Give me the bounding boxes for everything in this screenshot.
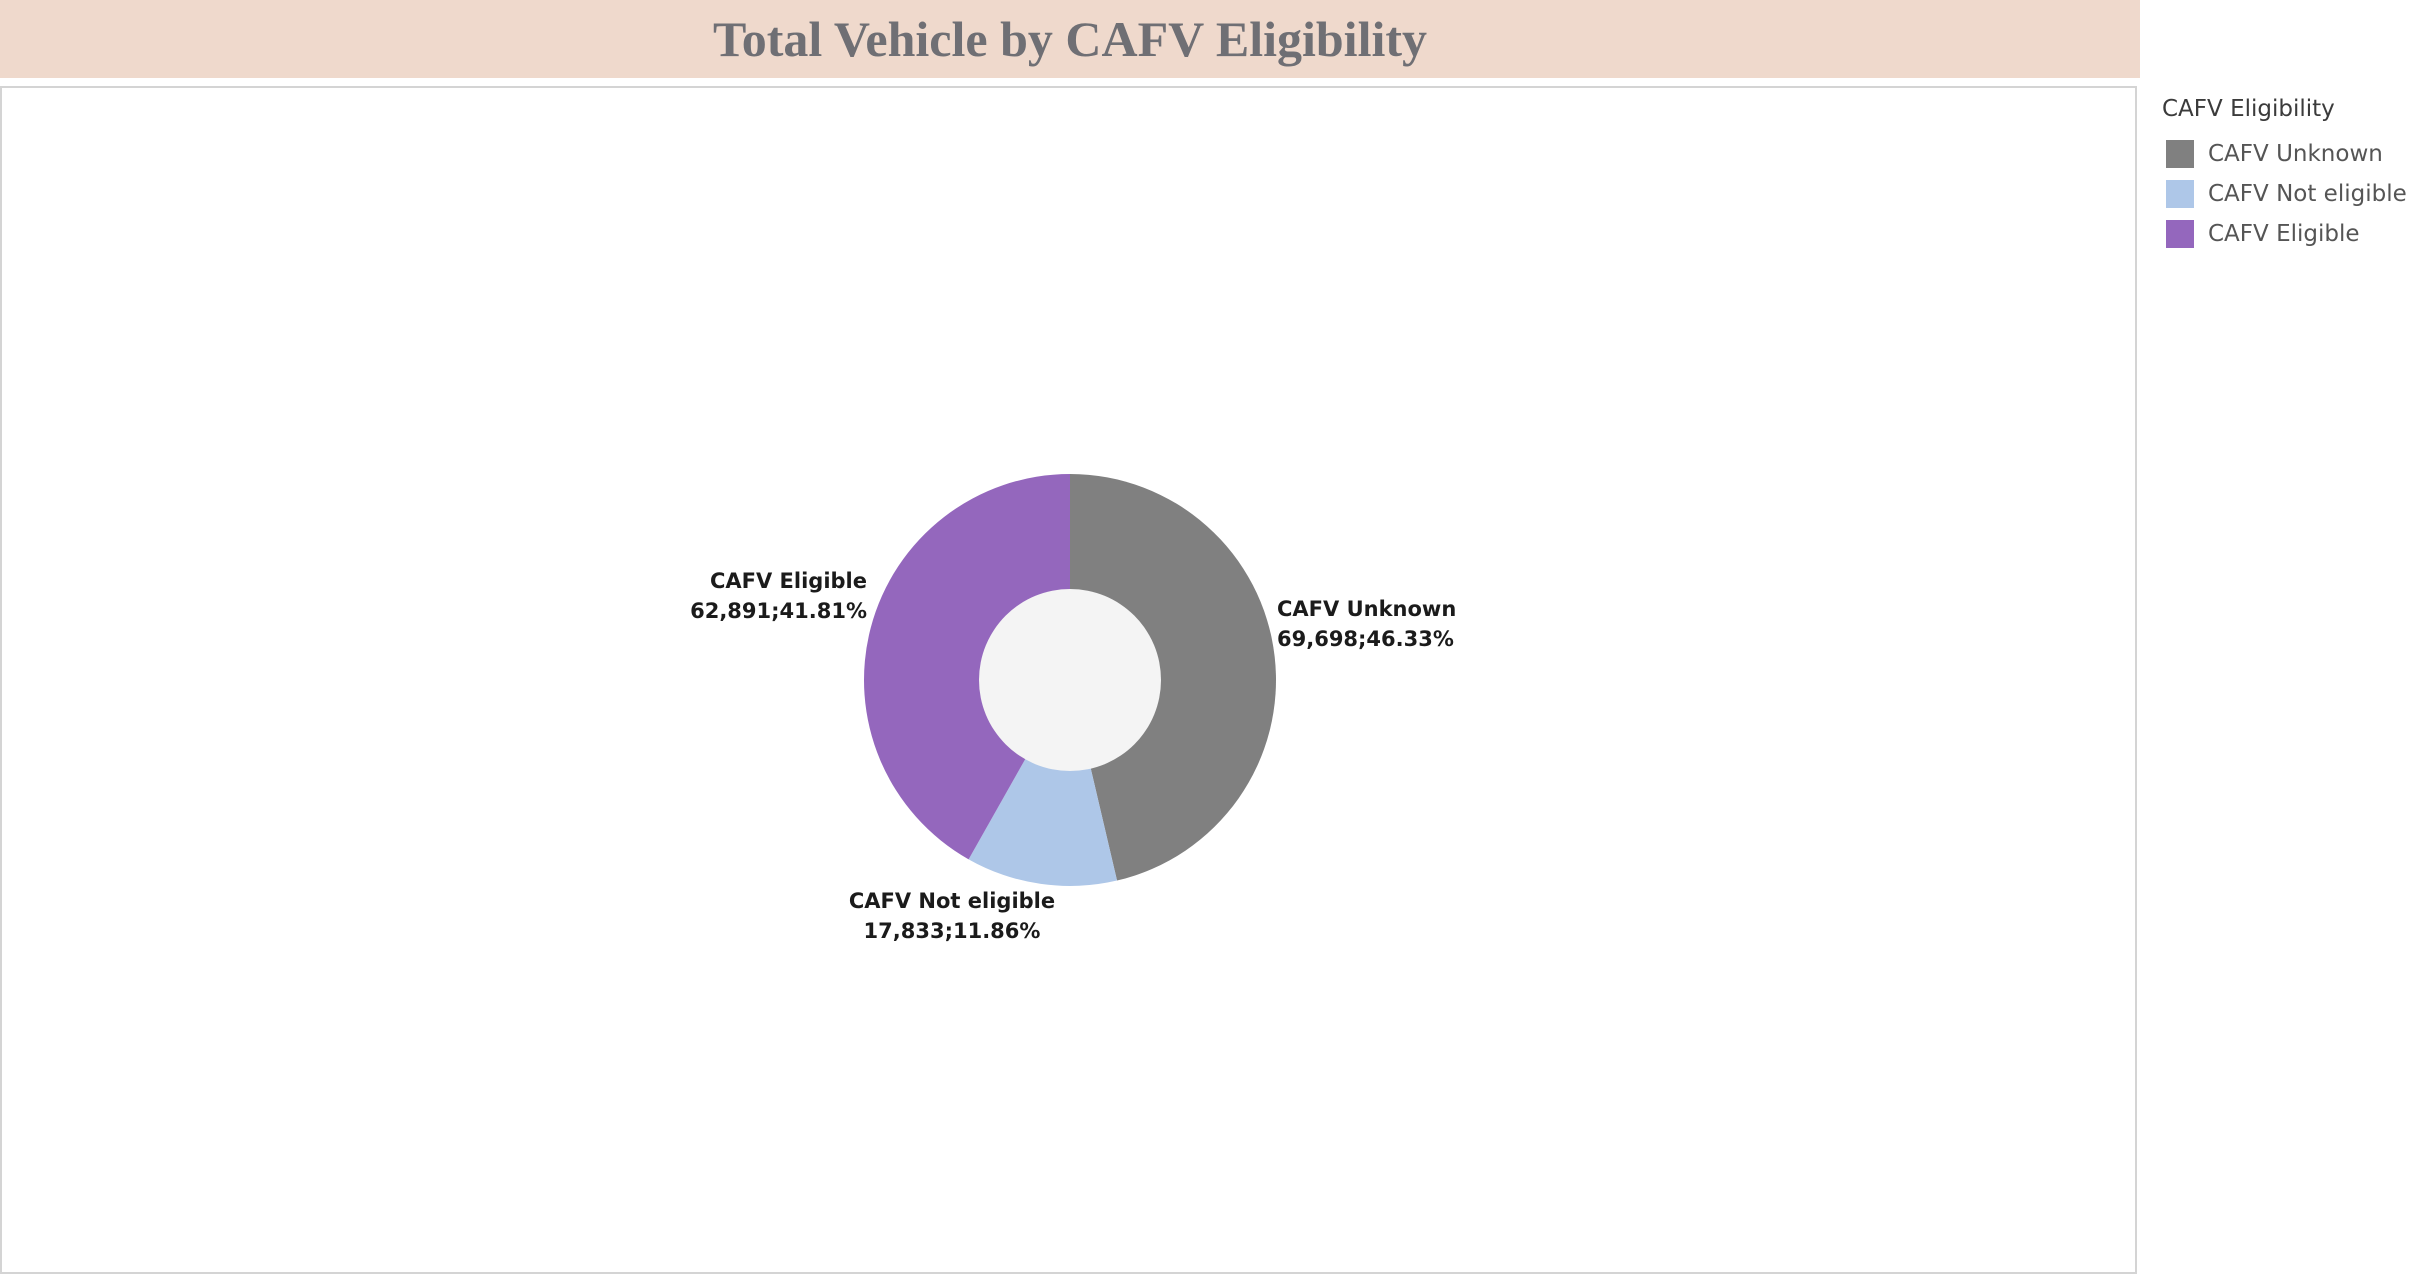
donut-chart: CAFV Unknown 69,698;46.33% CAFV Not eligib… — [690, 474, 1456, 943]
legend-label: CAFV Eligible — [2208, 221, 2360, 247]
legend-swatch — [2166, 180, 2194, 208]
legend-swatch — [2166, 140, 2194, 168]
plot-area: CAFV Unknown 69,698;46.33% CAFV Not eligib… — [0, 86, 2137, 1274]
legend-item-cafv-unknown[interactable]: CAFV Unknown — [2162, 134, 2407, 174]
legend-label: CAFV Unknown — [2208, 141, 2383, 167]
legend-item-cafv-eligible[interactable]: CAFV Eligible — [2162, 214, 2407, 254]
title-bar: Total Vehicle by CAFV Eligibility — [0, 0, 2140, 78]
legend-label: CAFV Not eligible — [2208, 181, 2407, 207]
donut-hole — [979, 589, 1161, 771]
legend-item-cafv-not-eligible[interactable]: CAFV Not eligible — [2162, 174, 2407, 214]
chart-title: Total Vehicle by CAFV Eligibility — [712, 11, 1427, 67]
slice-cafv-unknown[interactable] — [1070, 474, 1277, 881]
data-label-cafv-eligible: CAFV Eligible 62,891;41.81% — [690, 569, 867, 623]
data-label-cafv-unknown: CAFV Unknown 69,698;46.33% — [1277, 597, 1456, 651]
slice-cafv-eligible[interactable] — [864, 474, 1070, 860]
legend-swatch — [2166, 220, 2194, 248]
legend-title: CAFV Eligibility — [2162, 96, 2335, 122]
legend: CAFV Eligibility CAFV Unknown CAFV Not e… — [2162, 96, 2407, 254]
data-label-cafv-not-eligible: CAFV Not eligible 17,833;11.86% — [849, 889, 1055, 943]
